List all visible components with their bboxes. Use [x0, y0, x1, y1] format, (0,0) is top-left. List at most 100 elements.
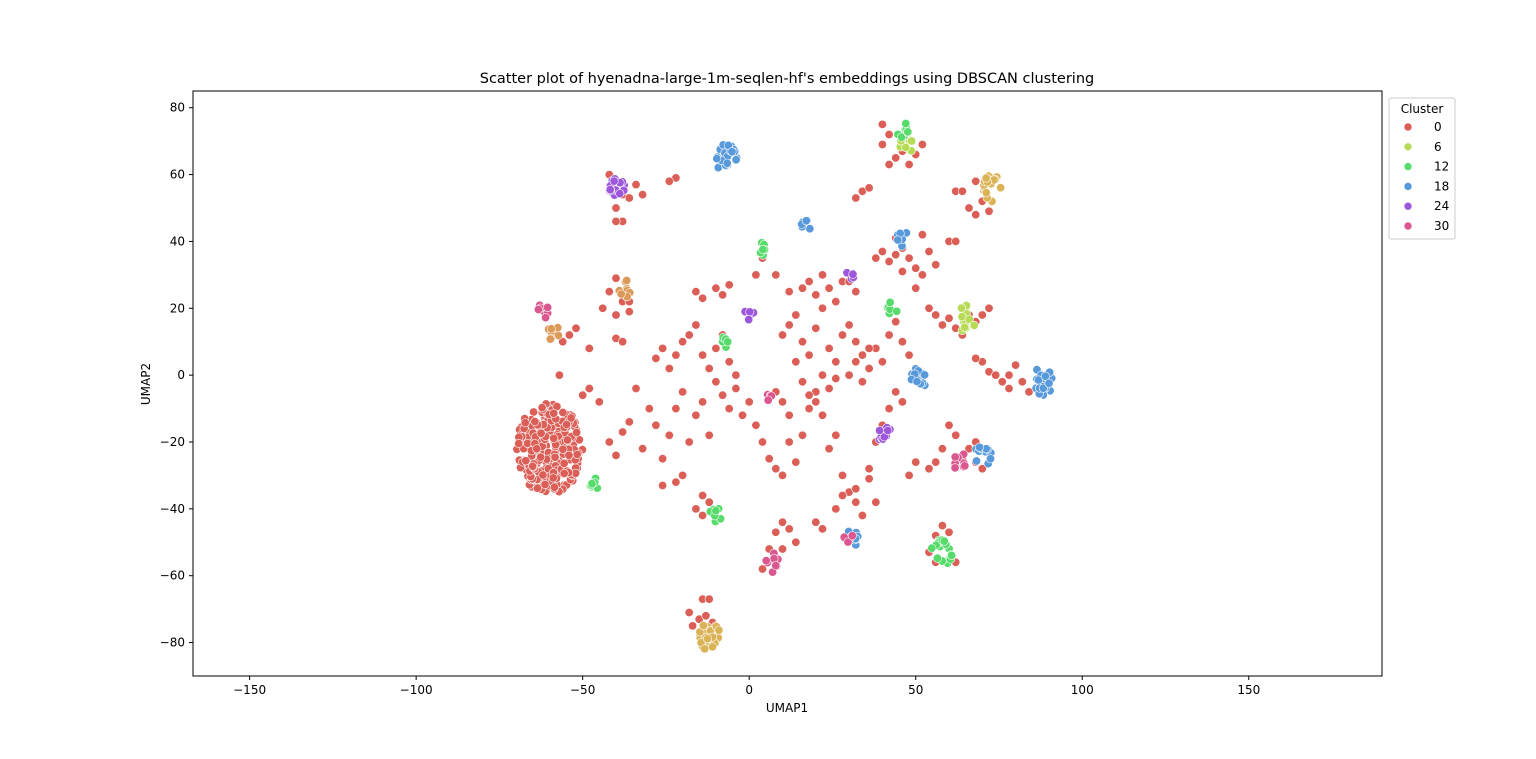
point-cluster-0 [851, 193, 861, 203]
point-cluster-0 [688, 621, 698, 631]
point-cluster-0 [911, 283, 921, 293]
point-cluster-0 [791, 457, 801, 467]
point-cluster-0 [931, 457, 941, 467]
point-cluster-24 [609, 176, 619, 186]
point-cluster-0 [917, 270, 927, 280]
point-cluster-0 [777, 517, 787, 527]
point-cluster-0 [897, 397, 907, 407]
point-cluster-0 [944, 313, 954, 323]
point-cluster-0 [1011, 360, 1021, 370]
point-cluster-0 [937, 320, 947, 330]
point-cluster-0 [528, 461, 538, 471]
point-cluster-0 [724, 357, 734, 367]
point-cluster-0 [817, 270, 827, 280]
point-cluster-18 [893, 235, 903, 245]
point-cluster-0 [698, 293, 708, 303]
point-cluster-0 [532, 444, 542, 454]
point-cluster-0 [891, 250, 901, 260]
point-cluster-other [981, 188, 991, 198]
point-cluster-0 [784, 320, 794, 330]
point-cluster-0 [724, 280, 734, 290]
point-cluster-0 [957, 186, 967, 196]
point-cluster-12 [711, 506, 721, 516]
y-tick-label: −80 [160, 636, 185, 650]
point-cluster-0 [618, 337, 628, 347]
legend-label-0: 0 [1434, 120, 1442, 134]
point-cluster-0 [824, 383, 834, 393]
point-cluster-0 [671, 404, 681, 414]
legend-title: Cluster [1401, 102, 1444, 116]
point-cluster-0 [631, 383, 641, 393]
point-cluster-0 [691, 410, 701, 420]
point-cluster-0 [871, 253, 881, 263]
point-cluster-0 [658, 480, 668, 490]
point-cluster-0 [572, 449, 582, 459]
point-cluster-0 [811, 323, 821, 333]
point-cluster-0 [651, 420, 661, 430]
point-cluster-other [981, 173, 991, 183]
point-cluster-0 [857, 510, 867, 520]
point-cluster-24 [605, 185, 615, 195]
point-cluster-12 [723, 337, 733, 347]
point-cluster-30 [843, 537, 853, 547]
point-cluster-0 [718, 390, 728, 400]
point-cluster-0 [851, 484, 861, 494]
point-cluster-0 [664, 176, 674, 186]
point-cluster-0 [904, 160, 914, 170]
point-cluster-0 [977, 310, 987, 320]
point-cluster-0 [757, 437, 767, 447]
point-cluster-0 [521, 456, 531, 466]
point-cluster-0 [549, 482, 559, 492]
point-cluster-0 [811, 397, 821, 407]
point-cluster-0 [844, 370, 854, 380]
point-cluster-12 [932, 553, 942, 563]
point-cluster-0 [611, 273, 621, 283]
point-cluster-0 [997, 377, 1007, 387]
point-cluster-0 [711, 377, 721, 387]
point-cluster-0 [804, 390, 814, 400]
x-tick-label: −100 [400, 683, 433, 697]
point-cluster-0 [631, 180, 641, 190]
point-cluster-0 [698, 397, 708, 407]
point-cluster-12 [939, 536, 949, 546]
y-tick-label: −40 [160, 502, 185, 516]
point-cluster-0 [744, 397, 754, 407]
legend-label-18: 18 [1434, 179, 1449, 193]
legend-marker-30 [1403, 221, 1413, 231]
point-cluster-other [700, 644, 710, 654]
point-cluster-0 [564, 330, 574, 340]
point-cluster-30 [960, 461, 970, 471]
point-cluster-0 [684, 437, 694, 447]
point-cluster-12 [896, 132, 906, 142]
point-cluster-18 [722, 158, 732, 168]
point-cluster-0 [678, 470, 688, 480]
point-cluster-0 [817, 410, 827, 420]
point-cluster-0 [684, 607, 694, 617]
point-cluster-0 [971, 353, 981, 363]
point-cluster-0 [562, 435, 572, 445]
y-tick-label: 20 [170, 301, 185, 315]
point-cluster-0 [558, 407, 568, 417]
point-cluster-0 [984, 303, 994, 313]
point-cluster-0 [751, 270, 761, 280]
point-cluster-0 [897, 337, 907, 347]
point-cluster-0 [718, 290, 728, 300]
point-cluster-0 [817, 303, 827, 313]
point-cluster-0 [884, 404, 894, 414]
point-cluster-0 [549, 433, 559, 443]
point-cluster-0 [644, 404, 654, 414]
point-cluster-0 [1024, 387, 1034, 397]
point-cluster-0 [971, 176, 981, 186]
point-cluster-0 [777, 330, 787, 340]
point-cluster-0 [931, 260, 941, 270]
point-cluster-0 [554, 370, 564, 380]
chart-title: Scatter plot of hyenadna-large-1m-seqlen… [480, 71, 1094, 87]
point-cluster-0 [931, 310, 941, 320]
point-cluster-6 [960, 322, 970, 332]
x-tick-label: −50 [570, 683, 595, 697]
point-cluster-18 [727, 147, 737, 157]
point-cluster-0 [857, 350, 867, 360]
point-cluster-0 [984, 206, 994, 216]
point-cluster-0 [658, 343, 668, 353]
point-cluster-other [622, 275, 632, 285]
